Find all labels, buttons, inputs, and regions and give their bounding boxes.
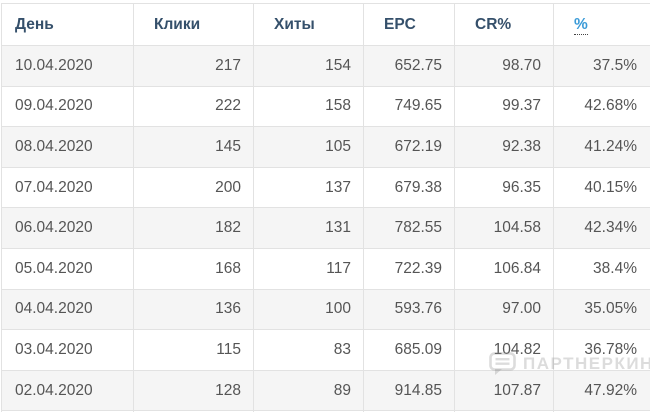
cell-cr: 104.82 <box>454 329 554 371</box>
cell-percent: 37.5% <box>553 45 650 87</box>
cell-clicks: 222 <box>133 85 254 128</box>
cell-hits: 83 <box>253 329 364 371</box>
cell-epc: 679.38 <box>363 166 455 209</box>
table-row: 03.04.2020 115 83 685.09 104.82 36.78% <box>1 329 650 371</box>
column-header-epc: EPC <box>363 3 455 46</box>
cell-day: 04.04.2020 <box>1 288 134 331</box>
cell-hits: 137 <box>253 166 364 209</box>
cell-hits: 117 <box>253 247 364 290</box>
cell-day: 03.04.2020 <box>1 329 134 371</box>
cell-hits: 105 <box>253 126 364 168</box>
cell-epc: 672.19 <box>363 126 455 168</box>
table-row: 10.04.2020 217 154 652.75 98.70 37.5% <box>1 45 650 87</box>
table-row: 06.04.2020 182 131 782.55 104.58 42.34% <box>1 207 650 249</box>
cell-day: 09.04.2020 <box>1 85 134 128</box>
cell-cr: 97.00 <box>454 288 554 331</box>
cell-percent: 41.24% <box>553 126 650 168</box>
cell-clicks: 182 <box>133 207 254 249</box>
cell-epc: 652.75 <box>363 45 455 87</box>
cell-cr: 107.87 <box>454 369 554 412</box>
cell-hits: 158 <box>253 85 364 128</box>
cell-day: 05.04.2020 <box>1 247 134 290</box>
cell-clicks: 200 <box>133 166 254 209</box>
column-header-hits: Хиты <box>253 3 364 46</box>
cell-epc: 685.09 <box>363 329 455 371</box>
cell-epc: 782.55 <box>363 207 455 249</box>
cell-hits: 100 <box>253 288 364 331</box>
cell-epc: 914.85 <box>363 369 455 412</box>
column-header-percent: % <box>553 3 650 46</box>
cell-epc: 722.39 <box>363 247 455 290</box>
table-row: 02.04.2020 128 89 914.85 107.87 47.92% <box>1 369 650 412</box>
table-row: 08.04.2020 145 105 672.19 92.38 41.24% <box>1 126 650 168</box>
column-header-cr: CR% <box>454 3 554 46</box>
stats-table: День Клики Хиты EPC CR% % 10.04.2020 217 1… <box>1 3 650 412</box>
cell-day: 07.04.2020 <box>1 166 134 209</box>
cell-day: 02.04.2020 <box>1 369 134 412</box>
cell-hits: 154 <box>253 45 364 87</box>
cell-clicks: 217 <box>133 45 254 87</box>
table-row: 05.04.2020 168 117 722.39 106.84 38.4% <box>1 247 650 290</box>
cell-clicks: 115 <box>133 329 254 371</box>
cell-cr: 92.38 <box>454 126 554 168</box>
cell-day: 10.04.2020 <box>1 45 134 87</box>
table-row-partial <box>1 410 650 412</box>
cell-hits: 131 <box>253 207 364 249</box>
column-header-day: День <box>1 3 134 46</box>
table-row: 04.04.2020 136 100 593.76 97.00 35.05% <box>1 288 650 331</box>
cell-percent: 36.78% <box>553 329 650 371</box>
cell-percent: 40.15% <box>553 166 650 209</box>
percent-header-link[interactable]: % <box>574 15 588 35</box>
cell-percent: 42.34% <box>553 207 650 249</box>
cell-cr: 106.84 <box>454 247 554 290</box>
cell-percent: 35.05% <box>553 288 650 331</box>
cell-cr: 104.58 <box>454 207 554 249</box>
cell-cr: 96.35 <box>454 166 554 209</box>
cell-cr: 98.70 <box>454 45 554 87</box>
cell-day: 08.04.2020 <box>1 126 134 168</box>
cell-percent: 42.68% <box>553 85 650 128</box>
cell-clicks: 145 <box>133 126 254 168</box>
cell-hits: 89 <box>253 369 364 412</box>
cell-cr: 99.37 <box>454 85 554 128</box>
cell-epc: 593.76 <box>363 288 455 331</box>
table-row: 07.04.2020 200 137 679.38 96.35 40.15% <box>1 166 650 209</box>
cell-clicks: 168 <box>133 247 254 290</box>
cell-percent: 47.92% <box>553 369 650 412</box>
cell-epc: 749.65 <box>363 85 455 128</box>
cell-percent: 38.4% <box>553 247 650 290</box>
cell-clicks: 136 <box>133 288 254 331</box>
cell-day: 06.04.2020 <box>1 207 134 249</box>
cell-clicks: 128 <box>133 369 254 412</box>
table-row: 09.04.2020 222 158 749.65 99.37 42.68% <box>1 85 650 128</box>
column-header-clicks: Клики <box>133 3 254 46</box>
header-row: День Клики Хиты EPC CR% % <box>1 3 650 46</box>
